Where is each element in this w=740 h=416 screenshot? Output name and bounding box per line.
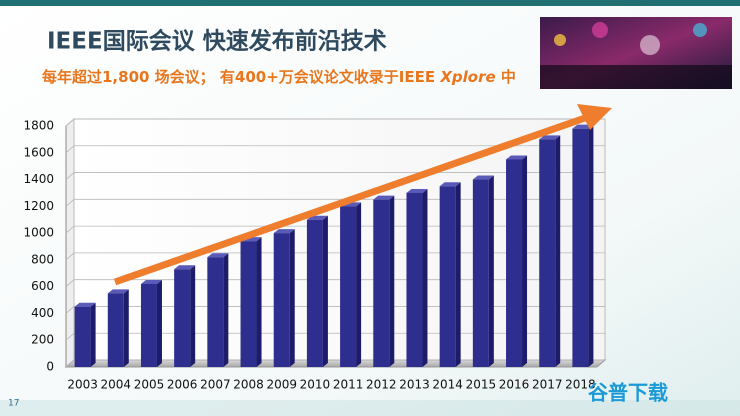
- x-tick-label: 2007: [200, 378, 231, 392]
- bar-side: [555, 135, 561, 367]
- bar: [439, 186, 456, 367]
- x-tick-label: 2009: [266, 378, 297, 392]
- x-tick-label: 2015: [466, 378, 497, 392]
- grid-line: [65, 332, 605, 341]
- y-tick-label: 0: [46, 360, 54, 374]
- bar: [373, 199, 390, 367]
- watermark: 谷普下载: [588, 381, 668, 405]
- grid-line: [65, 225, 605, 234]
- bar-side: [488, 175, 494, 367]
- bar: [273, 233, 290, 367]
- grid-line: [65, 145, 605, 154]
- bar-side: [455, 182, 461, 367]
- bar: [572, 128, 589, 367]
- bar-top: [273, 229, 295, 234]
- bar-top: [506, 155, 528, 160]
- bar-side: [356, 202, 362, 367]
- y-tick-label: 1000: [23, 226, 54, 240]
- x-tick-label: 2010: [300, 378, 331, 392]
- bar: [74, 306, 91, 367]
- y-tick-label: 600: [31, 279, 54, 293]
- grid-line: [65, 252, 605, 261]
- bar: [506, 159, 523, 367]
- subtitle-part: Xplore: [439, 68, 495, 86]
- bar: [472, 179, 489, 367]
- title: IEEE国际会议 快速发布前沿技术: [47, 28, 387, 55]
- x-tick-label: 2016: [499, 378, 530, 392]
- bar-top: [373, 195, 395, 200]
- subtitle: 每年超过1,800 场会议； 有400+万会议论文收录于IEEE Xplore …: [42, 68, 516, 86]
- bar-top: [472, 175, 494, 180]
- bar: [107, 293, 124, 367]
- y-tick-label: 1200: [23, 199, 54, 213]
- bar-side: [123, 289, 129, 367]
- grid-line: [65, 118, 605, 127]
- bar: [140, 283, 157, 367]
- bar-side: [90, 302, 96, 367]
- bar-side: [389, 195, 395, 367]
- y-tick-label: 400: [31, 306, 54, 320]
- grid-line: [65, 279, 605, 287]
- x-tick-label: 2011: [333, 378, 364, 392]
- x-tick-label: 2008: [233, 378, 264, 392]
- subtitle-part: 中: [496, 68, 516, 86]
- bar: [406, 192, 423, 367]
- photo: [540, 17, 732, 89]
- bar: [207, 257, 224, 367]
- x-tick-label: 2014: [432, 378, 463, 392]
- x-tick-label: 2003: [67, 378, 98, 392]
- bar-side: [422, 188, 428, 367]
- bar-side: [156, 279, 162, 367]
- bar-side: [190, 265, 196, 367]
- x-tick-label: 2013: [399, 378, 430, 392]
- bar-side: [223, 253, 229, 367]
- grid-line: [65, 359, 605, 368]
- bottom-strip: [0, 400, 740, 416]
- y-tick-label: 1800: [23, 119, 54, 133]
- bar-top: [207, 253, 229, 258]
- x-tick-label: 2018: [565, 378, 596, 392]
- bar: [306, 219, 323, 367]
- trend-arrow: [113, 114, 587, 286]
- bar-side: [289, 229, 295, 367]
- y-tick-label: 1600: [23, 145, 54, 159]
- side-wall: [65, 117, 75, 369]
- bar: [539, 139, 556, 367]
- page-number: 17: [8, 399, 19, 409]
- y-tick-label: 800: [31, 252, 54, 266]
- grid-line: [65, 198, 605, 207]
- bar-top: [140, 279, 162, 284]
- bar-side: [588, 124, 594, 367]
- grid-line: [65, 306, 605, 314]
- bar-top: [439, 182, 461, 187]
- bar-side: [322, 215, 328, 367]
- x-tick-label: 2012: [366, 378, 397, 392]
- y-tick-label: 1400: [23, 172, 54, 186]
- x-tick-label: 2017: [532, 378, 563, 392]
- x-tick-label: 2004: [101, 378, 132, 392]
- x-tick-label: 2006: [167, 378, 198, 392]
- bar-top: [406, 188, 428, 193]
- bar: [174, 269, 191, 367]
- bar-side: [522, 155, 528, 367]
- subtitle-part: 每年超过1,800 场会议； 有400+万会议论文收录于IEEE: [42, 68, 440, 86]
- bar-top: [74, 302, 96, 307]
- bar: [340, 206, 357, 367]
- x-tick-label: 2005: [134, 378, 165, 392]
- bar-top: [107, 289, 129, 294]
- bar: [240, 241, 257, 367]
- trend-arrow-head: [577, 104, 612, 130]
- bar-top: [539, 135, 561, 140]
- top-strip: [0, 0, 740, 6]
- bar-top: [174, 265, 196, 270]
- y-tick-label: 200: [31, 333, 54, 347]
- bar-side: [256, 237, 262, 367]
